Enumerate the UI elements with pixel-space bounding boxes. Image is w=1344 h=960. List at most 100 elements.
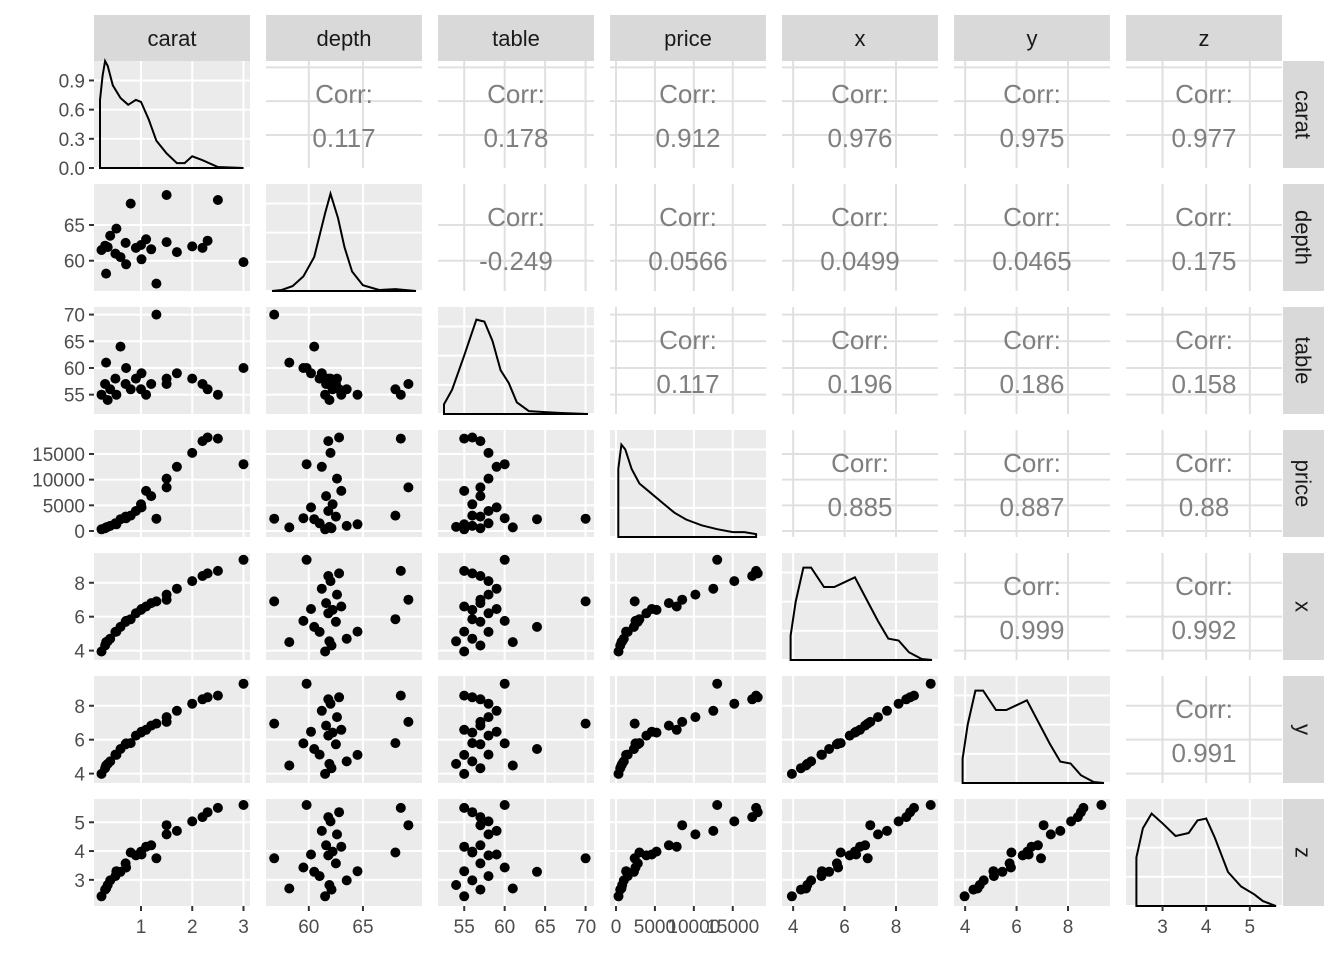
- scatter-point: [309, 621, 320, 632]
- scatter-point: [332, 829, 342, 840]
- scatter-point: [483, 749, 494, 760]
- scatter-point: [663, 598, 674, 609]
- scatter-point: [475, 716, 486, 727]
- scatter-point: [467, 807, 478, 818]
- scatter-point: [212, 802, 223, 813]
- panel-carat-x: Corr: 0.976: [782, 61, 938, 168]
- scatter-point: [677, 820, 688, 831]
- scatter-point: [161, 829, 172, 840]
- panel-z-table: [438, 799, 594, 906]
- scatter-point: [712, 678, 723, 689]
- scatter-point: [491, 502, 502, 513]
- scatter-point: [341, 633, 352, 644]
- x-tick-label: 4: [1201, 917, 1212, 938]
- scatter-point: [467, 510, 478, 521]
- x-tick-label: 60: [494, 917, 515, 938]
- panel-price-y: Corr: 0.887: [954, 430, 1110, 537]
- scatter-point: [341, 756, 352, 767]
- strip-background: [1283, 307, 1324, 414]
- scatter-point: [146, 244, 157, 255]
- panel-depth-y: Corr: 0.0465: [954, 184, 1110, 291]
- panel-z-x: [782, 799, 938, 906]
- scatter-point: [459, 601, 470, 612]
- scatter-point: [323, 571, 334, 581]
- scatter-point: [499, 738, 510, 749]
- scatter-point: [786, 891, 797, 902]
- column-strip-x: x: [782, 15, 938, 61]
- scatter-point: [617, 880, 628, 890]
- y-tick-label: 0.9: [59, 71, 85, 92]
- scatter-point: [269, 513, 280, 524]
- scatter-point: [102, 758, 113, 769]
- scatter-point: [324, 521, 335, 532]
- scatter-point: [301, 800, 312, 810]
- column-strip-table: table: [438, 15, 594, 61]
- scatter-point: [202, 568, 213, 579]
- scatter-point: [197, 242, 208, 253]
- scatter-point: [202, 235, 213, 246]
- scatter-point: [306, 604, 316, 614]
- panel-table-carat: [94, 307, 250, 414]
- scatter-point: [330, 616, 341, 627]
- scatter-point: [459, 802, 470, 813]
- scatter-point: [862, 853, 873, 864]
- scatter-point: [151, 278, 162, 289]
- scatter-point: [115, 866, 126, 877]
- corr-value: 0.117: [656, 369, 719, 399]
- row-strip-label: y: [1291, 724, 1316, 735]
- density-curve-x: [789, 566, 933, 661]
- scatter-point: [483, 698, 494, 709]
- scatter-point: [323, 812, 334, 823]
- panel-y-carat: [94, 676, 250, 783]
- corr-label: Corr:: [1003, 448, 1061, 478]
- scatter-point: [475, 436, 486, 447]
- panel-carat-z: Corr: 0.977: [1126, 61, 1282, 168]
- scatter-point: [646, 849, 657, 860]
- row-strip-label: price: [1291, 460, 1316, 508]
- scatter-point: [320, 646, 331, 657]
- strip-background: [94, 15, 250, 61]
- y-axis-x: 4 6 8: [74, 574, 94, 663]
- scatter-point: [309, 341, 320, 352]
- panel-x-x: [782, 553, 938, 661]
- scatter-point: [499, 513, 510, 524]
- row-strip-label: x: [1291, 601, 1316, 612]
- scatter-point: [101, 357, 112, 368]
- scatter-point: [816, 749, 827, 760]
- scatter-point: [324, 758, 335, 769]
- scatter-point: [125, 198, 136, 209]
- scatter-point: [161, 482, 172, 493]
- scatter-point: [151, 309, 162, 320]
- scatter-point: [327, 846, 338, 857]
- x-tick-label: 1: [136, 917, 147, 938]
- corr-label: Corr:: [1175, 448, 1233, 478]
- scatter-point: [212, 565, 223, 576]
- scatter-point: [467, 692, 478, 703]
- density-curve-z: [1135, 812, 1277, 907]
- panel-background: [610, 676, 766, 783]
- panel-background: [266, 184, 422, 291]
- scatter-point: [325, 447, 336, 458]
- y-tick-label: 3: [74, 871, 85, 892]
- scatter-point: [334, 692, 345, 703]
- scatter-point: [833, 862, 844, 873]
- x-tick-label: 8: [1063, 917, 1074, 938]
- scatter-point: [187, 373, 198, 384]
- scatter-point: [341, 520, 352, 531]
- scatter-point: [467, 633, 478, 644]
- scatter-point: [677, 594, 688, 605]
- scatter-point: [136, 849, 147, 860]
- scatter-point: [212, 690, 223, 701]
- scatter-point: [499, 615, 510, 626]
- scatter-point: [475, 640, 486, 651]
- scatter-point: [146, 379, 157, 389]
- scatter-point: [475, 491, 486, 502]
- row-strip-label: depth: [1291, 210, 1316, 265]
- panel-z-z: [1126, 799, 1282, 907]
- panel-background: [954, 553, 1110, 660]
- scatter-point: [629, 596, 640, 607]
- scatter-point: [395, 433, 406, 444]
- scatter-point: [298, 862, 309, 873]
- scatter-point: [475, 840, 486, 851]
